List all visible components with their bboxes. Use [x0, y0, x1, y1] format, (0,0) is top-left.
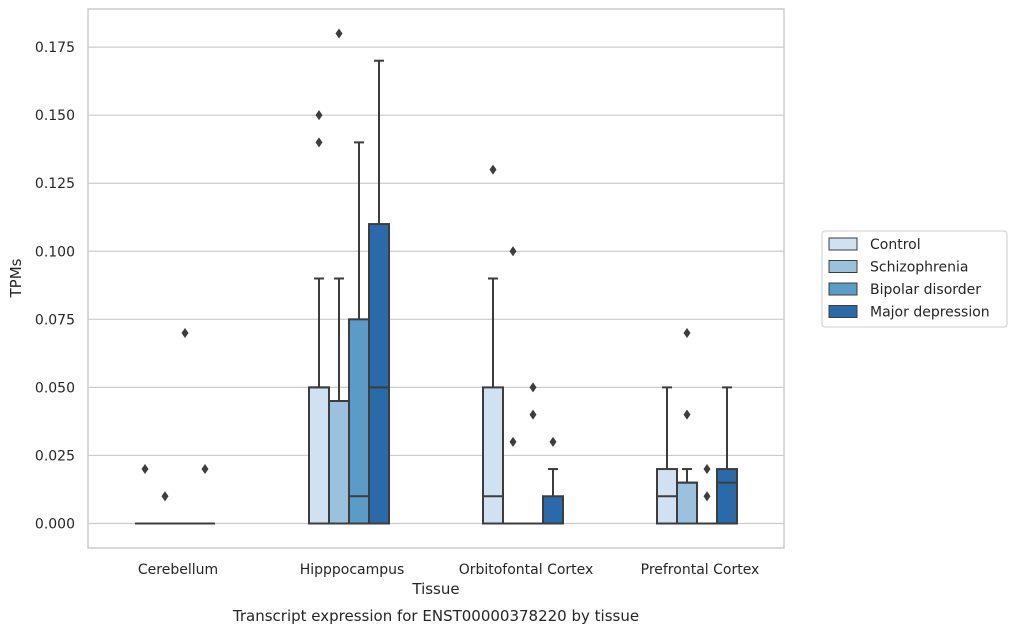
box-group — [716, 386, 738, 525]
box-group — [175, 327, 195, 525]
x-ticks: Cerebellum Hipppocampus Orbitofontal Corte… — [138, 562, 759, 578]
y-tick-label: 0.000 — [35, 517, 75, 533]
box-group — [328, 28, 350, 525]
outlier-point — [529, 409, 537, 420]
plot-frame — [87, 8, 785, 549]
y-tick-label: 0.125 — [35, 176, 75, 192]
outlier-point — [703, 491, 711, 502]
legend-frame — [821, 230, 1008, 328]
boxes — [135, 28, 738, 525]
y-tick-label: 0.050 — [35, 380, 75, 396]
x-tick-label: Cerebellum — [138, 562, 218, 578]
y-tick-label: 0.025 — [35, 448, 75, 464]
box — [328, 400, 350, 525]
outlier-point — [509, 246, 517, 257]
box-group — [503, 246, 523, 525]
legend-swatch — [828, 282, 858, 296]
box-group — [195, 464, 215, 525]
outlier-point — [315, 110, 323, 121]
x-tick-label: Orbitofontal Cortex — [459, 562, 594, 578]
outlier-point — [683, 327, 691, 338]
x-axis-title: Tissue — [411, 580, 459, 598]
box-group — [348, 141, 370, 525]
outlier-point — [201, 464, 209, 475]
box-group — [482, 164, 504, 525]
y-tick-label: 0.075 — [35, 312, 75, 328]
outlier-point — [509, 436, 517, 447]
outlier-point — [703, 464, 711, 475]
outlier-point — [161, 491, 169, 502]
x-tick-label: Hipppocampus — [300, 562, 405, 578]
outlier-point — [683, 409, 691, 420]
legend: Control Schizophrenia Bipolar disorder Majo… — [821, 230, 1008, 328]
legend-label: Bipolar disorder — [870, 282, 981, 298]
box — [308, 386, 330, 525]
box-group — [135, 464, 155, 525]
y-ticks: 0.000 0.025 0.050 0.075 0.100 0.125 0.150 0.175 — [35, 40, 75, 532]
legend-label: Major depression — [870, 305, 990, 321]
box — [542, 495, 564, 525]
outlier-point — [315, 137, 323, 148]
legend-swatch — [828, 260, 858, 273]
box-group — [523, 382, 543, 525]
box-group — [656, 386, 678, 525]
box-group — [697, 464, 717, 525]
box-group — [542, 436, 564, 525]
chart-title: Transcript expression for ENST0000037822… — [232, 607, 639, 625]
box-group — [368, 59, 390, 525]
box — [368, 223, 390, 525]
legend-swatch — [828, 237, 858, 251]
outlier-point — [529, 382, 537, 393]
y-tick-label: 0.100 — [35, 244, 75, 260]
box — [716, 468, 738, 525]
legend-label: Control — [870, 237, 921, 253]
legend-swatch — [828, 305, 858, 318]
grid — [88, 46, 784, 525]
box — [676, 481, 698, 525]
y-tick-label: 0.150 — [35, 108, 75, 124]
box-group — [155, 491, 175, 525]
outlier-point — [549, 436, 557, 447]
outlier-point — [335, 28, 343, 39]
x-tick-label: Prefrontal Cortex — [641, 562, 760, 578]
box-group — [676, 327, 698, 525]
legend-label: Schizophrenia — [870, 260, 968, 276]
box-group — [308, 110, 330, 525]
y-tick-label: 0.175 — [35, 40, 75, 56]
outlier-point — [489, 164, 497, 175]
box — [482, 386, 504, 525]
outlier-point — [141, 464, 149, 475]
y-axis-title: TPMs — [7, 258, 25, 298]
box — [348, 318, 370, 525]
outlier-point — [181, 327, 189, 338]
